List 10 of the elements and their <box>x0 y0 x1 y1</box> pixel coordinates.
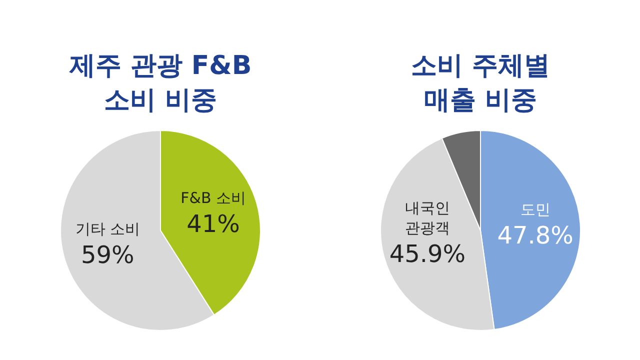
data-label: 59% <box>81 240 134 269</box>
data-label: 41% <box>186 210 240 238</box>
slice-label: 도민 <box>520 200 550 219</box>
chart-title: 제주 관광 F&B 소비 비중 <box>68 51 252 116</box>
slice-label: F&B 소비 <box>180 189 246 208</box>
data-label: 47.8% <box>497 222 574 250</box>
slice-label: 내국인 관광객 <box>404 199 450 238</box>
slice-label: 기타 소비 <box>75 220 140 238</box>
chart-title: 소비 주체별 매출 비중 <box>410 51 550 116</box>
data-label: 45.9% <box>389 240 466 268</box>
